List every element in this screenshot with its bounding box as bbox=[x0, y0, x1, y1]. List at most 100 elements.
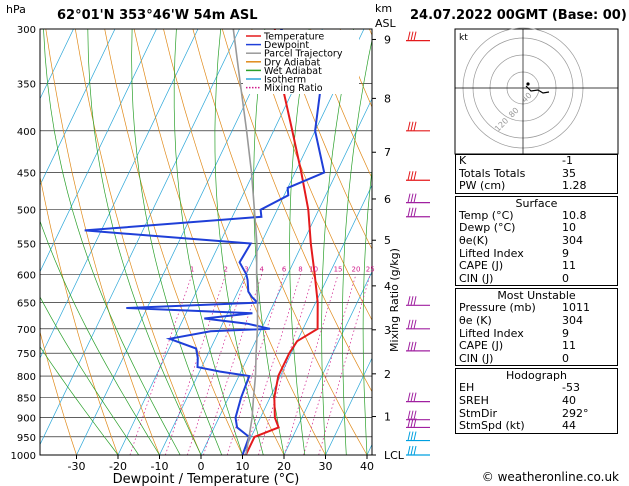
wind-barb-feather bbox=[407, 296, 411, 306]
mixing-ratio-label: 2 bbox=[223, 265, 227, 273]
most-unstable-row-value: 0 bbox=[562, 351, 569, 365]
mixing-ratio-label: 4 bbox=[260, 265, 265, 273]
km-label: km bbox=[375, 2, 392, 15]
isotherm-line bbox=[40, 29, 74, 100]
mixing-ratio-label: 6 bbox=[282, 265, 287, 273]
wind-barb-feather bbox=[410, 193, 414, 203]
pressure-tick-label: 300 bbox=[17, 25, 36, 36]
isotherm-line bbox=[159, 29, 365, 455]
most-unstable-box: Most Unstable Pressure (mb) 1011 θe (K) 304… bbox=[455, 288, 618, 367]
wind-barb-feather bbox=[410, 410, 414, 420]
x-axis-label: Dewpoint / Temperature (°C) bbox=[113, 472, 300, 486]
isotherm-line bbox=[40, 29, 199, 359]
most-unstable-row-label: Lifted Index bbox=[459, 326, 524, 340]
indices-table: K -1 Totals Totals 35 PW (cm) 1.28 Surface … bbox=[455, 154, 618, 436]
legend-label: Parcel Trajectory bbox=[264, 49, 343, 60]
surface-row-label: Dewp (°C) bbox=[459, 221, 516, 235]
hodograph-row-value: 44 bbox=[562, 419, 576, 433]
wet-adiabat-line bbox=[289, 29, 310, 455]
legend-label: Wet Adiabat bbox=[264, 66, 322, 77]
hodograph-title: Hodograph bbox=[506, 369, 567, 383]
wind-barb-feather bbox=[407, 418, 411, 428]
wind-barb-feather bbox=[410, 207, 414, 217]
wind-barb-feather bbox=[413, 121, 417, 131]
dry-adiabat-line bbox=[221, 29, 372, 393]
row-k: K -1 bbox=[459, 154, 573, 167]
copyright: © weatheronline.co.uk bbox=[482, 470, 619, 484]
wet-adiabat-line bbox=[362, 166, 372, 455]
series-dewpoint bbox=[84, 29, 326, 455]
mixing-ratio-line bbox=[165, 274, 227, 455]
isotherm-line bbox=[200, 97, 372, 455]
wind-barb-feather bbox=[407, 392, 411, 402]
wind-barb-feather bbox=[410, 171, 414, 181]
surface-row-value: 304 bbox=[562, 233, 583, 247]
hodograph-row: StmSpd (kt) 44 bbox=[456, 419, 617, 433]
wind-barb-feather bbox=[413, 392, 417, 402]
hodograph-unit-label: kt bbox=[459, 33, 468, 43]
mixing-ratio-label: 8 bbox=[298, 265, 302, 273]
hodograph-row-label: SREH bbox=[459, 393, 489, 407]
mixing-ratio-label: 3 bbox=[244, 265, 248, 273]
mixing-ratio-label: 15 bbox=[334, 265, 343, 273]
asl-label: ASL bbox=[375, 17, 397, 30]
hpa-label: hPa bbox=[6, 3, 26, 16]
hodograph-row: EH -53 bbox=[456, 382, 617, 395]
surface-row-label: Lifted Index bbox=[459, 246, 524, 260]
wind-barb-feather bbox=[410, 319, 414, 329]
series-parcel-trajectory bbox=[232, 29, 259, 455]
location-title: 62°01'N 353°46'W 54m ASL bbox=[57, 8, 258, 23]
wind-barb-feather bbox=[413, 171, 417, 181]
wind-barb-feather bbox=[413, 410, 417, 420]
pressure-tick-label: 900 bbox=[17, 414, 36, 425]
surface-row: Dewp (°C) 10 bbox=[456, 222, 617, 235]
dry-adiabat-line bbox=[192, 29, 368, 455]
most-unstable-row-label: θe (K) bbox=[459, 313, 492, 327]
temp-tick-label: 0 bbox=[198, 460, 205, 473]
most-unstable-row: Pressure (mb) 1011 bbox=[456, 302, 617, 315]
wind-barb-feather bbox=[410, 445, 414, 456]
pressure-tick-label: 500 bbox=[17, 206, 36, 217]
wind-barb-feather bbox=[407, 431, 411, 441]
hodograph-row-label: StmDir bbox=[459, 406, 498, 420]
most-unstable-row-label: Pressure (mb) bbox=[459, 301, 536, 315]
row-totals: Totals Totals 35 bbox=[459, 166, 576, 180]
hodograph-trace bbox=[525, 85, 550, 94]
pressure-tick-label: 700 bbox=[17, 325, 36, 336]
surface-row: Temp (°C) 10.8 bbox=[456, 209, 617, 223]
wind-barb-feather bbox=[407, 445, 411, 456]
wind-barb-feather bbox=[413, 193, 417, 203]
dry-adiabat-line bbox=[40, 175, 119, 455]
pressure-tick-label: 800 bbox=[17, 372, 36, 383]
surface-row-label: θe(K) bbox=[459, 233, 489, 247]
wind-barb-feather bbox=[407, 410, 411, 420]
most-unstable-row-value: 304 bbox=[562, 313, 583, 327]
most-unstable-row-value: 11 bbox=[562, 339, 576, 353]
km-tick-label: 1 bbox=[384, 411, 391, 424]
legend-label: Isotherm bbox=[264, 75, 306, 86]
hodograph-row-value: -53 bbox=[562, 381, 580, 395]
hodograph-point bbox=[526, 82, 530, 86]
km-tick-label: 5 bbox=[384, 234, 391, 247]
surface-row: CIN (J) 0 bbox=[456, 271, 617, 286]
wind-barb-feather bbox=[410, 121, 414, 131]
row-pw: PW (cm) 1.28 bbox=[459, 179, 587, 193]
wind-barb-feather bbox=[413, 341, 417, 351]
temp-tick-label: -30 bbox=[68, 460, 86, 473]
surface-row-value: 10 bbox=[562, 221, 576, 235]
surface-row-value: 0 bbox=[562, 271, 569, 285]
dry-adiabat-line bbox=[104, 29, 243, 455]
temp-tick-label: 20 bbox=[277, 460, 291, 473]
isotherm-line bbox=[283, 270, 372, 455]
wind-barb-feather bbox=[407, 193, 411, 203]
pressure-tick-label: 850 bbox=[17, 393, 36, 404]
temp-tick-label: 40 bbox=[360, 460, 374, 473]
wind-barb-feather bbox=[410, 296, 414, 306]
isotherm-line bbox=[40, 29, 116, 187]
wind-barb-feather bbox=[413, 296, 417, 306]
wet-adiabat-line bbox=[87, 29, 202, 455]
wet-adiabat-line bbox=[321, 29, 354, 455]
wind-barb-feather bbox=[413, 431, 417, 441]
wet-adiabat-line bbox=[253, 29, 285, 455]
